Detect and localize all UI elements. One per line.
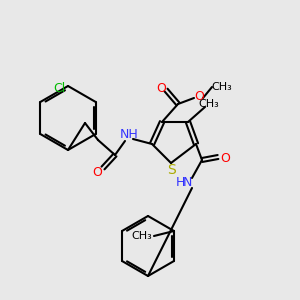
Text: O: O — [194, 91, 204, 103]
Text: NH: NH — [120, 128, 138, 142]
Text: O: O — [156, 82, 166, 95]
Text: CH₃: CH₃ — [132, 231, 152, 241]
Text: Cl: Cl — [53, 82, 65, 94]
Text: CH₃: CH₃ — [199, 99, 219, 109]
Text: S: S — [168, 163, 176, 177]
Text: O: O — [220, 152, 230, 164]
Text: CH₃: CH₃ — [212, 82, 233, 92]
Text: N: N — [182, 176, 192, 190]
Text: O: O — [92, 166, 102, 178]
Text: H: H — [175, 176, 185, 190]
